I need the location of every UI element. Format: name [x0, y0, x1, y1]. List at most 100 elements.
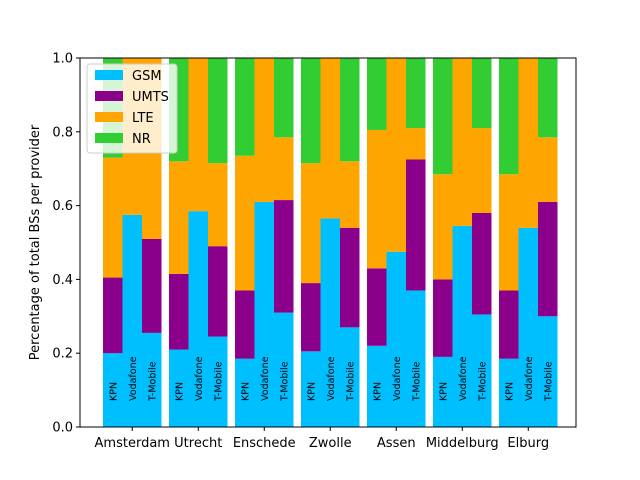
provider-label-elburg-kpn: KPN: [504, 382, 515, 401]
provider-label-amsterdam-vodafone: Vodafone: [128, 356, 139, 401]
bar-segment-lte-elburg-vodafone: [518, 58, 538, 228]
y-axis: 0.0 0.2 0.4 0.6 0.8 1.0: [52, 52, 80, 436]
provider-label-assen-t-mobile: T-Mobile: [411, 361, 422, 402]
bar-segment-gsm-elburg-vodafone: [518, 227, 538, 427]
legend-label-lte: LTE: [132, 111, 154, 126]
bar-segment-umts-elburg-t-mobile: [538, 201, 558, 317]
bar-segment-nr-elburg-t-mobile: [538, 58, 558, 138]
bar-segment-gsm-zwolle-vodafone: [320, 218, 340, 427]
y-axis-label: Percentage of total BSs per provider: [28, 124, 43, 360]
plot-frame: [79, 57, 577, 428]
bar-segment-nr-middelburg-t-mobile: [472, 58, 492, 129]
bar-segment-lte-middelburg-vodafone: [452, 58, 472, 226]
bar-segment-gsm-elburg-t-mobile: [538, 316, 558, 427]
legend-swatch-gsm: [95, 70, 123, 80]
legend-box: [86, 63, 178, 154]
bar-segment-umts-assen-kpn: [367, 268, 387, 346]
x-axis: Amsterdam Utrecht Enschede Zwolle Assen Midde…: [95, 427, 549, 451]
bar-segment-lte-amsterdam-kpn: [103, 157, 123, 278]
x-tick-label-zwolle: Zwolle: [309, 436, 352, 451]
provider-label-assen-kpn: KPN: [372, 382, 383, 401]
y-tick-label: 0.6: [52, 199, 73, 214]
provider-label-enschede-t-mobile: T-Mobile: [279, 361, 290, 402]
bar-segment-gsm-assen-kpn: [367, 345, 387, 427]
y-tick-label: 0.4: [52, 273, 73, 288]
y-tick-label: 1.0: [52, 52, 73, 67]
bar-segment-lte-zwolle-vodafone: [320, 58, 340, 219]
bar-segment-nr-zwolle-kpn: [301, 58, 321, 164]
bar-segment-gsm-amsterdam-vodafone: [122, 214, 142, 427]
legend-label-umts: UMTS: [132, 90, 169, 105]
provider-label-enschede-vodafone: Vodafone: [260, 356, 271, 401]
y-tick-label: 0.2: [52, 347, 73, 362]
x-tick-label-utrecht: Utrecht: [174, 436, 222, 451]
bar-segment-nr-assen-kpn: [367, 58, 387, 130]
provider-label-zwolle-vodafone: Vodafone: [326, 356, 337, 401]
x-tick-label-assen: Assen: [377, 436, 416, 451]
bar-segment-lte-zwolle-kpn: [301, 163, 321, 284]
x-tick-label-middelburg: Middelburg: [426, 436, 499, 451]
provider-label-utrecht-vodafone: Vodafone: [194, 356, 205, 401]
x-tick-label-enschede: Enschede: [233, 436, 296, 451]
bar-segment-umts-utrecht-kpn: [169, 273, 189, 350]
provider-label-amsterdam-t-mobile: T-Mobile: [147, 361, 158, 402]
bar-segment-umts-amsterdam-kpn: [103, 277, 123, 354]
bar-segment-gsm-zwolle-kpn: [301, 351, 321, 427]
bar-segment-lte-utrecht-kpn: [169, 161, 189, 274]
provider-label-middelburg-kpn: KPN: [438, 382, 449, 401]
bar-segment-nr-elburg-kpn: [499, 58, 519, 175]
provider-label-elburg-vodafone: Vodafone: [524, 356, 535, 401]
bar-segment-nr-enschede-t-mobile: [274, 58, 294, 138]
provider-label-amsterdam-kpn: KPN: [108, 382, 119, 401]
bar-segment-lte-enschede-vodafone: [254, 58, 274, 202]
bar-segment-lte-utrecht-t-mobile: [208, 163, 228, 247]
bar-segment-gsm-middelburg-kpn: [433, 356, 453, 427]
bar-segment-lte-assen-t-mobile: [406, 128, 426, 160]
legend-label-gsm: GSM: [132, 69, 162, 84]
provider-labels-group: KPN Vodafone T-Mobile KPN Vodafone T-Mobile KP…: [108, 356, 554, 402]
bar-segment-lte-elburg-kpn: [499, 174, 519, 291]
bar-segment-gsm-middelburg-vodafone: [452, 225, 472, 427]
provider-label-elburg-t-mobile: T-Mobile: [543, 361, 554, 402]
bar-segment-lte-enschede-kpn: [235, 155, 255, 291]
bar-segment-gsm-enschede-kpn: [235, 358, 255, 427]
bar-segment-lte-middelburg-kpn: [433, 174, 453, 280]
provider-label-middelburg-t-mobile: T-Mobile: [477, 361, 488, 402]
provider-label-enschede-kpn: KPN: [240, 382, 251, 401]
provider-label-utrecht-kpn: KPN: [174, 382, 185, 401]
bar-segment-lte-assen-vodafone: [386, 58, 406, 252]
legend-swatch-lte: [95, 112, 123, 122]
bar-segment-gsm-middelburg-t-mobile: [472, 314, 492, 427]
legend-swatch-umts: [95, 91, 123, 101]
bar-segment-lte-enschede-t-mobile: [274, 137, 294, 201]
bar-segment-gsm-elburg-kpn: [499, 358, 519, 427]
bar-segment-gsm-utrecht-t-mobile: [208, 336, 228, 427]
bar-segment-lte-assen-kpn: [367, 129, 387, 269]
x-tick-label-amsterdam: Amsterdam: [95, 436, 170, 451]
provider-label-assen-vodafone: Vodafone: [392, 356, 403, 401]
provider-label-zwolle-t-mobile: T-Mobile: [345, 361, 356, 402]
bar-segment-umts-assen-t-mobile: [406, 159, 426, 291]
bar-segment-lte-middelburg-t-mobile: [472, 128, 492, 213]
bar-segment-nr-zwolle-t-mobile: [340, 58, 360, 162]
bar-segment-gsm-amsterdam-kpn: [103, 353, 123, 427]
bar-segment-umts-middelburg-t-mobile: [472, 212, 492, 315]
bar-segment-gsm-utrecht-vodafone: [188, 211, 208, 427]
bar-segment-nr-utrecht-t-mobile: [208, 58, 228, 164]
x-tick-label-elburg: Elburg: [507, 436, 549, 451]
bar-segment-nr-assen-t-mobile: [406, 58, 426, 129]
bar-segment-umts-enschede-t-mobile: [274, 200, 294, 313]
bar-segment-umts-amsterdam-t-mobile: [142, 238, 162, 333]
bar-segment-gsm-enschede-vodafone: [254, 201, 274, 427]
bar-segment-gsm-utrecht-kpn: [169, 349, 189, 427]
bar-segment-gsm-zwolle-t-mobile: [340, 327, 360, 427]
provider-label-middelburg-vodafone: Vodafone: [458, 356, 469, 401]
bar-segment-umts-middelburg-kpn: [433, 279, 453, 357]
bar-segment-umts-zwolle-t-mobile: [340, 227, 360, 328]
bar-segment-lte-utrecht-vodafone: [188, 58, 208, 212]
bar-segment-umts-enschede-kpn: [235, 290, 255, 359]
bar-segment-gsm-amsterdam-t-mobile: [142, 332, 162, 427]
bar-segment-gsm-assen-t-mobile: [406, 290, 426, 427]
bar-segment-gsm-assen-vodafone: [386, 251, 406, 427]
